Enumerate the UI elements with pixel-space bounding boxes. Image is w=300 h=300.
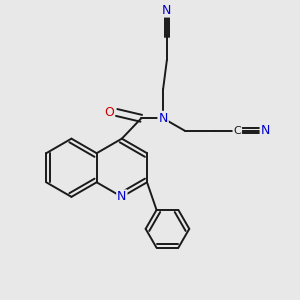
Text: N: N (261, 124, 270, 137)
Text: C: C (233, 126, 241, 136)
Text: O: O (104, 106, 114, 119)
Text: N: N (117, 190, 127, 203)
Text: N: N (162, 4, 172, 16)
Text: N: N (158, 112, 168, 125)
